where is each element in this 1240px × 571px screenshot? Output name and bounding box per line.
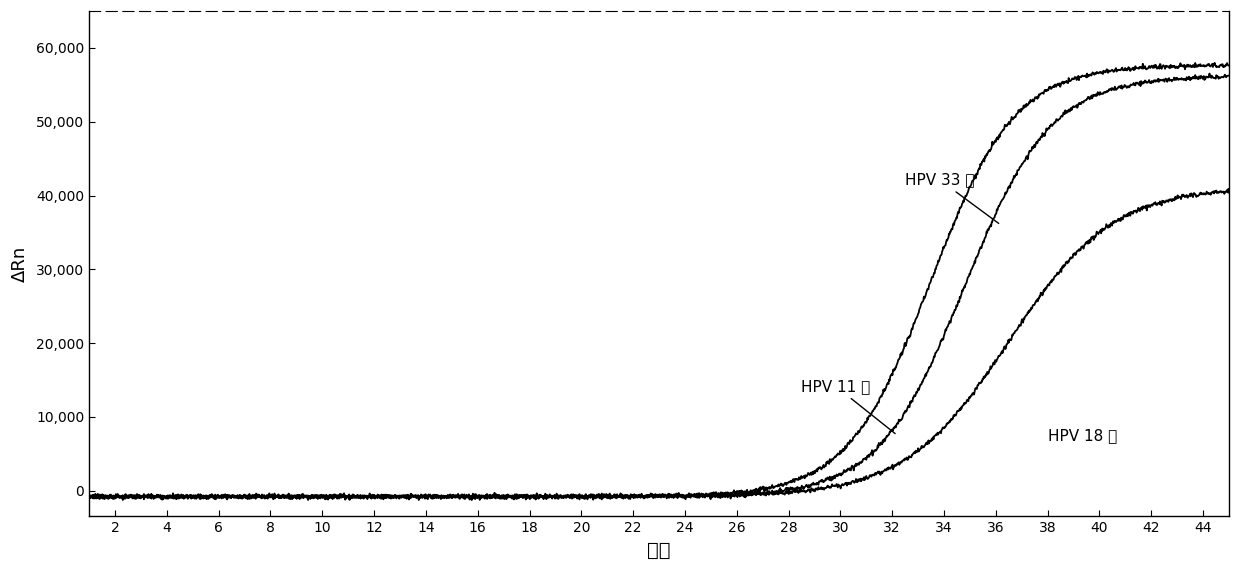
Text: HPV 18 型: HPV 18 型 [1048, 428, 1117, 443]
Text: HPV 11 型: HPV 11 型 [801, 379, 895, 433]
X-axis label: 循环: 循环 [647, 541, 671, 560]
Text: HPV 33 型: HPV 33 型 [905, 172, 998, 223]
Y-axis label: ΔRn: ΔRn [11, 246, 29, 282]
